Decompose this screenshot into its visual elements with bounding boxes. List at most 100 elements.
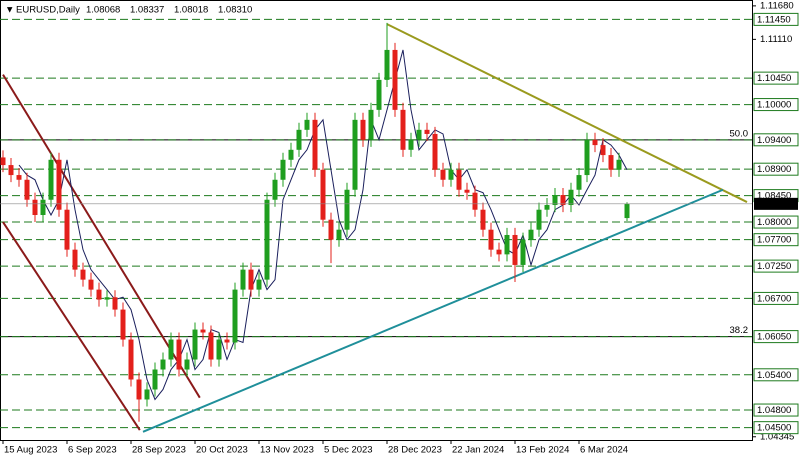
candle-body: [344, 189, 350, 230]
level-label: 1.04500: [757, 423, 791, 434]
level-box: [753, 71, 799, 85]
level-label: 1.10000: [757, 100, 791, 111]
x-tick-label: 13 Nov 2023: [260, 445, 314, 456]
x-tick-label: 6 Sep 2023: [68, 445, 117, 456]
candle-body: [104, 297, 110, 300]
candle-body: [360, 119, 366, 140]
candle-body: [376, 79, 382, 110]
candle-body: [584, 139, 590, 176]
level-label: 1.04800: [757, 405, 791, 416]
candle-body: [48, 159, 54, 200]
y-tick-label: 1.11110: [760, 34, 792, 45]
level-label: 1.07250: [757, 261, 791, 272]
candle-body: [160, 359, 166, 370]
ohlc-value: 1.08018: [174, 5, 208, 16]
x-tick-label: 22 Jan 2024: [452, 445, 504, 456]
candle-body: [112, 297, 118, 310]
level-box: [753, 330, 799, 344]
ohlc-value: 1.08337: [130, 5, 164, 16]
candle-body: [432, 133, 438, 170]
candle-body: [240, 269, 246, 290]
candle-body: [72, 249, 78, 270]
candle-body: [416, 129, 422, 140]
level-box: [753, 259, 799, 273]
candle-body: [56, 159, 62, 210]
level-box: [753, 368, 799, 382]
trendline: [142, 188, 724, 433]
level-box: [753, 291, 799, 305]
candle-body: [504, 234, 510, 255]
x-tick-label: 13 Feb 2024: [516, 445, 569, 456]
level-box: [753, 12, 799, 26]
level-box: [753, 215, 799, 229]
candle-body: [32, 199, 38, 216]
x-tick-label: 20 Oct 2023: [196, 445, 248, 456]
candle-body: [456, 169, 462, 190]
candle-body: [168, 339, 174, 360]
candle-body: [16, 175, 22, 180]
candle-body: [472, 192, 478, 210]
x-tick-label: 6 Mar 2024: [580, 445, 628, 456]
x-tick-label: 5 Dec 2023: [324, 445, 373, 456]
candle-body: [384, 49, 390, 80]
candle-body: [288, 149, 294, 160]
candle-body: [208, 332, 214, 360]
candle-body: [0, 157, 6, 166]
level-label: 1.10450: [757, 73, 791, 84]
ohlc-value: 1.08068: [86, 5, 120, 16]
x-tick-label: 28 Sep 2023: [132, 445, 186, 456]
candle-body: [560, 195, 566, 206]
candle-body: [624, 203, 630, 219]
level-box: [753, 98, 799, 112]
candle-body: [536, 209, 542, 230]
candle-body: [40, 199, 46, 216]
candle-body: [320, 169, 326, 220]
candle-body: [408, 139, 414, 150]
candle-body: [608, 155, 614, 170]
x-tick-label: 28 Dec 2023: [388, 445, 442, 456]
level-label: 1.05400: [757, 370, 791, 381]
candle-body: [8, 165, 14, 176]
candle-body: [592, 139, 598, 146]
level-label: 1.08900: [757, 164, 791, 175]
level-label: 1.11450: [757, 14, 791, 25]
level-box: [753, 162, 799, 176]
candle-body: [120, 309, 126, 340]
level-box: [753, 421, 799, 435]
candle-body: [552, 195, 558, 206]
level-box: [753, 403, 799, 417]
candle-body: [448, 169, 454, 180]
candle-body: [136, 379, 142, 400]
level-label: 1.07700: [757, 235, 791, 246]
candle-body: [200, 329, 206, 333]
level-box: [753, 133, 799, 147]
candle-body: [176, 339, 182, 370]
candle-body: [440, 169, 446, 180]
chart-title: EURUSD,Daily: [16, 5, 80, 16]
candle-body: [568, 189, 574, 206]
candle-body: [80, 269, 86, 280]
collapse-icon: ▼: [5, 5, 14, 16]
candle-body: [576, 175, 582, 190]
candle-body: [488, 229, 494, 250]
current-price-box: [754, 197, 798, 210]
fib-label: 50.0: [730, 128, 749, 139]
current-price-label: 1.08310: [757, 199, 791, 210]
candle-body: [528, 229, 534, 240]
candle-body: [272, 179, 278, 200]
level-label: 1.06050: [757, 332, 791, 343]
trendline: [386, 23, 748, 203]
ohlc-value: 1.08310: [218, 5, 252, 16]
candle-body: [464, 189, 470, 193]
candle-body: [24, 179, 30, 200]
candle-body: [192, 329, 198, 360]
level-label: 1.08000: [757, 217, 791, 228]
level-label: 1.08450: [757, 191, 791, 202]
candle-body: [312, 119, 318, 170]
candle-body: [616, 159, 622, 170]
y-tick-label: 1.11680: [760, 0, 794, 11]
candle-body: [248, 269, 254, 290]
trendline: [2, 74, 201, 399]
